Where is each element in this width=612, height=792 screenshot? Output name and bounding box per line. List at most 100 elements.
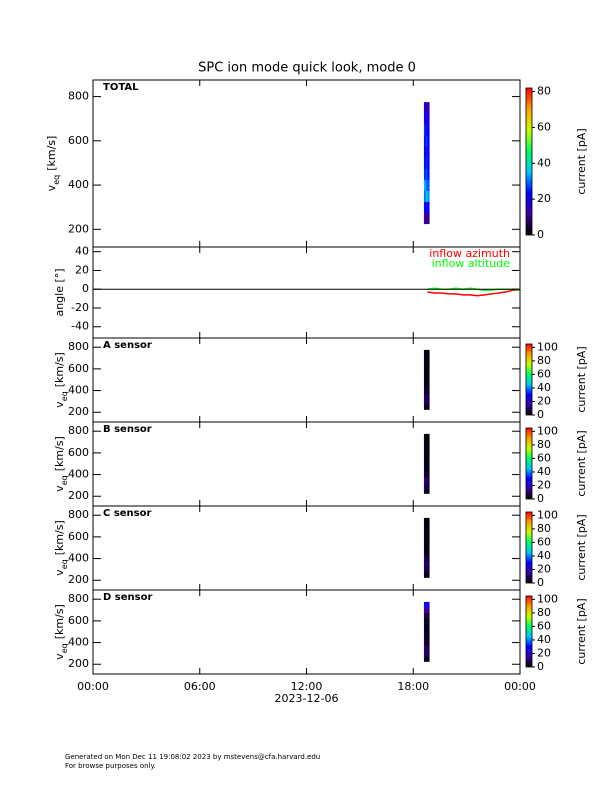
spectrogram-cell bbox=[423, 349, 427, 356]
y-tick-label: 800 bbox=[68, 340, 89, 353]
colorbar-tick-label: 100 bbox=[537, 508, 558, 521]
y-axis-label: angle [°] bbox=[53, 268, 66, 316]
y-tick-label: 400 bbox=[68, 552, 89, 565]
spectrogram-cell bbox=[425, 398, 428, 405]
colorbar bbox=[525, 511, 533, 584]
colorbar-tick-label: 80 bbox=[537, 85, 551, 98]
spectrogram-cell bbox=[425, 601, 428, 608]
y-label-subscript: eq bbox=[60, 391, 69, 401]
spectrogram-cell bbox=[425, 623, 428, 630]
spectrogram-cell bbox=[427, 201, 430, 214]
spectrogram-cell bbox=[427, 650, 430, 657]
spectrogram-cell bbox=[425, 555, 428, 562]
spectrogram-cell bbox=[425, 477, 428, 483]
panel-frame bbox=[92, 79, 521, 248]
spectrogram-cell bbox=[427, 488, 430, 494]
footer-line: Generated on Mon Dec 11 19:08:02 2023 by… bbox=[65, 753, 320, 761]
spectrogram-cell bbox=[423, 455, 427, 462]
spectrogram-cell bbox=[427, 349, 430, 356]
spectrogram-cell bbox=[423, 656, 427, 662]
panel-label: D sensor bbox=[103, 592, 152, 603]
y-tick-label: 600 bbox=[68, 614, 89, 627]
spectrogram-cell bbox=[425, 146, 428, 158]
spectrogram-cell bbox=[427, 371, 430, 378]
y-tick-label: 800 bbox=[68, 592, 89, 605]
spectrogram-cell bbox=[425, 382, 428, 389]
panel-frame bbox=[92, 505, 521, 591]
spectrogram-cell bbox=[425, 612, 428, 619]
y-label-subscript: eq bbox=[60, 559, 69, 569]
spectrogram-cell bbox=[427, 444, 430, 451]
spectrogram-cell bbox=[427, 466, 430, 473]
spectrogram-cell bbox=[425, 113, 428, 125]
x-tick-label: 18:00 bbox=[397, 680, 429, 693]
spectrogram-cell bbox=[425, 461, 428, 467]
spectrogram-cell bbox=[423, 168, 427, 180]
y-label-unit: [km/s] bbox=[53, 352, 66, 387]
spectrogram-cell bbox=[423, 471, 427, 478]
spectrogram-cell bbox=[427, 433, 430, 440]
panel-label: TOTAL bbox=[103, 82, 139, 93]
y-label-subscript: eq bbox=[52, 175, 61, 185]
spectrogram-cell bbox=[427, 471, 430, 478]
spectrogram-cell bbox=[425, 387, 428, 394]
spectrogram-cell bbox=[427, 555, 430, 562]
spectrogram-cell bbox=[423, 433, 427, 440]
y-tick-label: 600 bbox=[68, 446, 89, 459]
spectrogram-cell bbox=[423, 360, 427, 367]
spectrogram-cell bbox=[425, 179, 428, 191]
spectrogram-cell bbox=[423, 450, 427, 456]
y-tick-label: 800 bbox=[68, 424, 89, 437]
panel-label: A sensor bbox=[103, 340, 152, 351]
colorbar-tick-label: 40 bbox=[537, 549, 551, 562]
colorbar-tick-label: 60 bbox=[537, 451, 551, 464]
spectrogram-cell bbox=[427, 607, 430, 614]
spectrogram-cell bbox=[423, 366, 427, 372]
spectrogram-cell bbox=[423, 545, 427, 551]
colorbar-tick-label: 60 bbox=[537, 120, 551, 133]
x-tick-label: 06:00 bbox=[184, 680, 216, 693]
spectrogram-cell bbox=[425, 634, 428, 641]
spectrogram-cell bbox=[423, 398, 427, 405]
spectrogram-cell bbox=[427, 601, 430, 608]
spectrogram-cell bbox=[427, 398, 430, 405]
spectrogram-cell bbox=[423, 639, 427, 646]
y-tick-label: 200 bbox=[68, 657, 89, 670]
y-axis-label: veq [km/s] bbox=[53, 604, 69, 660]
spectrogram-cell bbox=[423, 555, 427, 562]
colorbar-tick-label: 100 bbox=[537, 592, 558, 605]
spectrogram-cell bbox=[423, 477, 427, 483]
spectrogram-cell bbox=[423, 444, 427, 451]
colorbar-tick-label: 0 bbox=[537, 492, 544, 505]
spectrogram-cell bbox=[427, 482, 430, 489]
spectrogram-cell bbox=[423, 439, 427, 446]
y-tick-label: 800 bbox=[68, 90, 89, 103]
spectrogram-cell bbox=[423, 212, 427, 225]
spectrogram-cell bbox=[423, 650, 427, 657]
colorbar bbox=[525, 595, 533, 668]
spectrogram-cell bbox=[427, 523, 430, 530]
spectrogram-cell bbox=[427, 102, 430, 114]
spectrogram-cell bbox=[427, 550, 430, 557]
colorbar-label: current [pA] bbox=[575, 128, 588, 194]
y-label-unit: [km/s] bbox=[45, 136, 58, 171]
spectrogram-cell bbox=[423, 124, 427, 136]
spectrogram-cell bbox=[427, 566, 430, 573]
x-tick-label: 00:00 bbox=[504, 680, 536, 693]
y-label-symbol: v bbox=[53, 569, 66, 576]
y-label-subscript: eq bbox=[60, 475, 69, 485]
legend-entry: inflow azimuth bbox=[429, 247, 510, 260]
colorbar-tick-label: 40 bbox=[537, 156, 551, 169]
colorbar-tick-label: 0 bbox=[537, 660, 544, 673]
colorbar-label: current [pA] bbox=[575, 598, 588, 664]
spectrogram-cell bbox=[425, 607, 428, 614]
spectrogram-cell bbox=[423, 377, 427, 383]
colorbar-tick-label: 40 bbox=[537, 633, 551, 646]
spectrogram-cell bbox=[425, 404, 428, 410]
spectrogram-cell bbox=[423, 572, 427, 578]
colorbar bbox=[525, 87, 533, 236]
spectrogram-cell bbox=[423, 179, 427, 191]
colorbar-tick-label: 100 bbox=[537, 424, 558, 437]
spectrogram-cell bbox=[427, 534, 430, 540]
spectrogram-cell bbox=[425, 517, 428, 524]
